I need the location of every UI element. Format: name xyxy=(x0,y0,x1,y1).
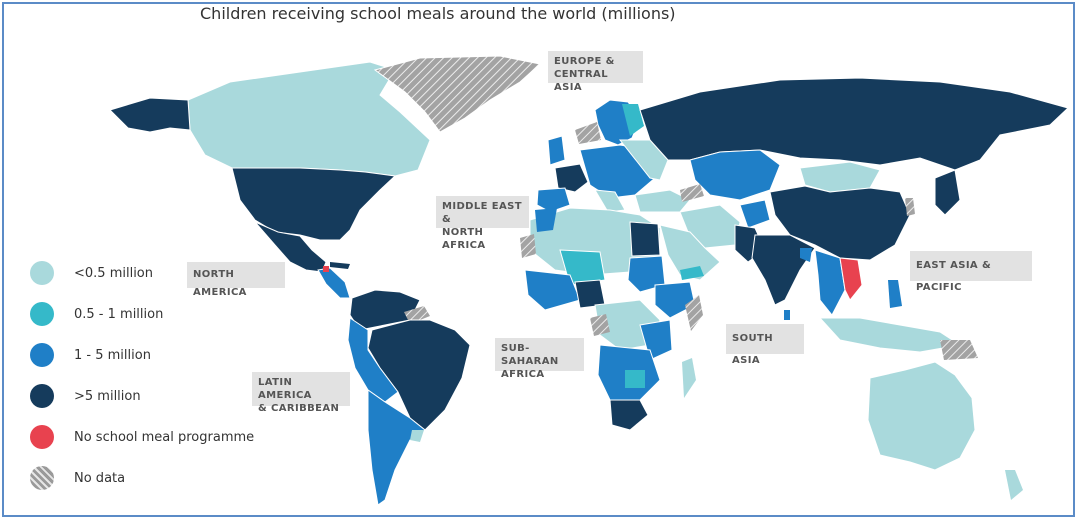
peru-bolivia-shape xyxy=(347,317,399,403)
nigeria-shape xyxy=(574,279,606,309)
map-title: Children receiving school meals around t… xyxy=(200,4,676,23)
region-label-south-asia: SOUTH ASIA xyxy=(726,324,804,366)
region-label-mena-line1: MIDDLE EAST & xyxy=(442,201,522,225)
new-zealand-shape xyxy=(1005,470,1023,500)
legend-swatch-gt5 xyxy=(30,384,54,408)
vietnam-shape xyxy=(839,257,863,301)
korea-japan-shape xyxy=(934,169,961,216)
legend-label-gt5: >5 million xyxy=(74,388,141,404)
legend-label-lt05: <0.5 million xyxy=(74,265,154,281)
madagascar-shape xyxy=(682,358,696,398)
italy-balkans-shape xyxy=(594,189,626,213)
afghanistan-shape xyxy=(739,199,771,229)
finland-shape xyxy=(622,104,644,136)
region-label-mena-line2: NORTH AFRICA xyxy=(442,227,486,251)
western-sahara-hatch-shape xyxy=(520,234,536,258)
kazakhstan-shape xyxy=(689,149,781,201)
ethiopia-shape xyxy=(654,281,696,319)
legend-swatch-05-1 xyxy=(30,302,54,326)
legend-item-none: No school meal programme xyxy=(30,424,254,450)
sri-lanka-shape xyxy=(784,310,790,320)
region-label-north-america: NORTH AMERICA xyxy=(187,262,285,298)
legend-swatch-nodata xyxy=(30,466,54,490)
region-label-ssa-line2: AFRICA xyxy=(501,369,545,380)
turkey-shape xyxy=(634,189,691,213)
india-shape xyxy=(751,234,816,306)
region-label-ssa: SUB-SAHARAN AFRICA xyxy=(495,338,584,380)
legend-item-05-1: 0.5 - 1 million xyxy=(30,301,163,327)
region-label-mena: MIDDLE EAST & NORTH AFRICA xyxy=(436,196,529,251)
france-shape xyxy=(554,163,589,193)
arabia-shape xyxy=(659,224,721,281)
somalia-hatch-shape xyxy=(685,295,703,331)
uk-shape xyxy=(547,135,566,166)
region-label-europe-line1: EUROPE & xyxy=(554,56,615,67)
greenland-shape xyxy=(373,55,542,133)
caribbean-shape xyxy=(330,262,350,269)
legend-label-1-5: 1 - 5 million xyxy=(74,347,151,363)
legend-item-lt05: <0.5 million xyxy=(30,260,153,286)
sudan-shape xyxy=(627,255,666,293)
region-label-europe-line2: CENTRAL ASIA xyxy=(554,69,608,93)
philippines-shape xyxy=(888,280,902,308)
canada-shape xyxy=(187,61,431,177)
zambia-shape xyxy=(625,370,645,388)
korea-hatch-shape xyxy=(905,198,915,216)
central-america-shape xyxy=(317,267,351,299)
png-hatch-shape xyxy=(940,340,978,360)
region-label-latam-line1: LATIN AMERICA xyxy=(258,377,312,401)
region-label-east-asia: EAST ASIA & PACIFIC xyxy=(910,251,1032,293)
region-label-ssa-line1: SUB-SAHARAN xyxy=(501,343,559,367)
region-label-latam-line2: & CARIBBEAN xyxy=(258,403,340,414)
bangladesh-shape xyxy=(800,248,812,262)
region-label-south-asia-text: SOUTH ASIA xyxy=(732,333,774,366)
norway-hatch-shape xyxy=(575,122,601,144)
uruguay-shape xyxy=(410,430,424,442)
haiti-shape xyxy=(323,266,329,272)
legend-item-1-5: 1 - 5 million xyxy=(30,342,151,368)
region-label-east-asia-text: EAST ASIA & PACIFIC xyxy=(916,260,992,293)
west-africa-shape xyxy=(524,269,581,311)
congo-hatch-shape xyxy=(590,314,610,336)
legend-swatch-none xyxy=(30,425,54,449)
indonesia-shape xyxy=(818,317,962,353)
legend-label-none: No school meal programme xyxy=(74,429,255,445)
australia-shape xyxy=(867,361,976,471)
yemen-shape xyxy=(680,266,704,280)
region-label-europe: EUROPE & CENTRAL ASIA xyxy=(548,51,643,93)
east-europe-light-shape xyxy=(618,139,669,181)
legend-label-05-1: 0.5 - 1 million xyxy=(74,306,164,322)
sahel-shape xyxy=(559,249,606,286)
morocco-shape xyxy=(535,208,557,232)
middle-east-hatch-shape xyxy=(680,184,704,202)
legend-swatch-1-5 xyxy=(30,343,54,367)
legend-item-nodata: No data xyxy=(30,465,125,491)
usa-shape xyxy=(231,167,397,241)
iberia-shape xyxy=(536,187,571,213)
legend-label-nodata: No data xyxy=(74,470,126,486)
region-label-latam: LATIN AMERICA & CARIBBEAN xyxy=(252,372,350,414)
argentina-chile-shape xyxy=(367,389,426,506)
legend-swatch-lt05 xyxy=(30,261,54,285)
region-label-north-america-text: NORTH AMERICA xyxy=(193,269,247,298)
legend-item-gt5: >5 million xyxy=(30,383,141,409)
egypt-shape xyxy=(629,221,661,257)
alaska-shape xyxy=(109,97,191,133)
south-africa-shape xyxy=(609,399,649,431)
